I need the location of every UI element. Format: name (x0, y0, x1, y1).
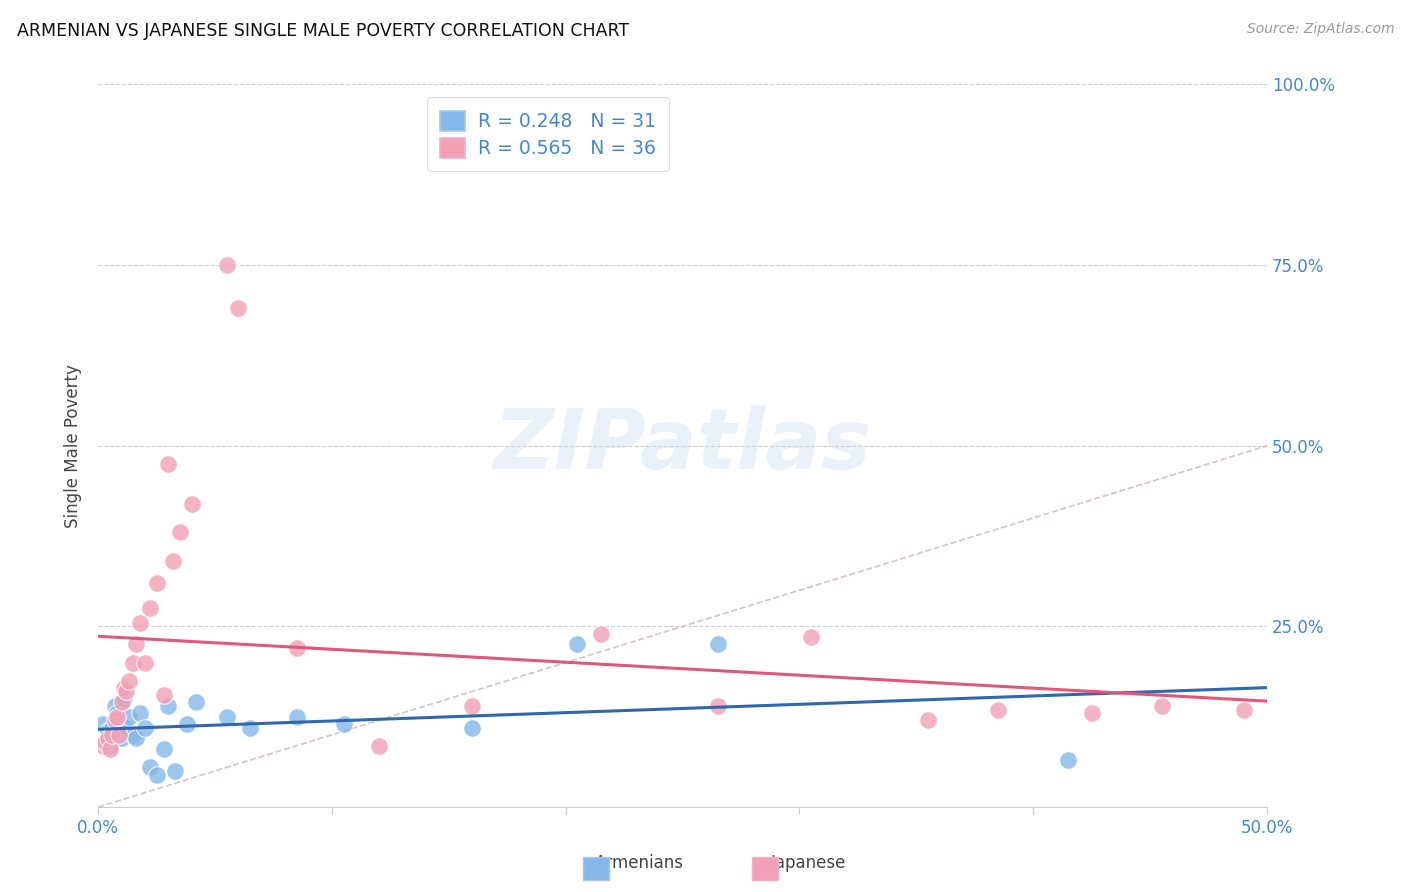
Point (1232, 702, 1254, 716)
Point (169, 525, 191, 540)
Point (165, 764, 187, 778)
Text: ARMENIAN VS JAPANESE SINGLE MALE POVERTY CORRELATION CHART: ARMENIAN VS JAPANESE SINGLE MALE POVERTY… (17, 22, 628, 40)
Point (124, 731, 146, 746)
Point (134, 721, 156, 735)
Point (108, 717, 131, 731)
Point (1080, 706, 1102, 720)
Y-axis label: Single Male Poverty: Single Male Poverty (65, 364, 82, 528)
Point (285, 641, 308, 656)
Point (117, 673, 139, 688)
Text: Armenians: Armenians (595, 855, 685, 872)
Point (122, 656, 145, 670)
Point (105, 706, 128, 720)
Point (285, 710, 308, 724)
Point (122, 728, 145, 742)
Point (332, 717, 354, 731)
Point (101, 721, 124, 735)
Point (162, 554, 184, 568)
Point (112, 681, 135, 695)
Point (157, 457, 180, 471)
Point (145, 576, 167, 591)
Point (117, 710, 139, 724)
Point (98, 742, 121, 756)
Point (987, 702, 1010, 716)
Point (115, 721, 138, 735)
Point (800, 630, 823, 644)
Point (94, 735, 117, 749)
Point (129, 615, 152, 630)
Point (129, 706, 152, 720)
Point (367, 739, 389, 753)
Point (108, 728, 131, 742)
Point (115, 684, 138, 698)
Point (1057, 753, 1080, 767)
Point (157, 698, 180, 713)
Point (138, 601, 160, 615)
Point (145, 767, 167, 781)
Point (180, 497, 202, 511)
Point (1150, 698, 1173, 713)
Point (101, 728, 124, 742)
Point (152, 742, 174, 756)
Point (917, 714, 939, 728)
Point (215, 710, 238, 724)
Point (134, 656, 156, 670)
Point (91, 717, 114, 731)
Point (110, 731, 132, 746)
Point (98, 739, 121, 753)
Point (103, 714, 125, 728)
Point (461, 698, 484, 713)
Point (706, 637, 728, 651)
Point (186, 695, 208, 709)
Text: ZIPatlas: ZIPatlas (494, 405, 872, 486)
Point (589, 626, 612, 640)
Point (91, 739, 114, 753)
Point (112, 691, 135, 706)
Point (94, 735, 117, 749)
Point (239, 721, 262, 735)
Point (706, 698, 728, 713)
Point (215, 258, 238, 272)
Text: Japanese: Japanese (770, 855, 846, 872)
Point (461, 721, 484, 735)
Point (152, 688, 174, 702)
Point (96, 724, 118, 739)
Point (110, 695, 132, 709)
Legend: R = 0.248   N = 31, R = 0.565   N = 36: R = 0.248 N = 31, R = 0.565 N = 36 (427, 97, 669, 171)
Point (228, 301, 250, 316)
Point (567, 637, 589, 651)
Point (103, 698, 125, 713)
Point (105, 710, 128, 724)
Point (176, 717, 198, 731)
Text: Source: ZipAtlas.com: Source: ZipAtlas.com (1247, 22, 1395, 37)
Point (124, 637, 146, 651)
Point (138, 760, 160, 774)
Point (96, 731, 118, 746)
